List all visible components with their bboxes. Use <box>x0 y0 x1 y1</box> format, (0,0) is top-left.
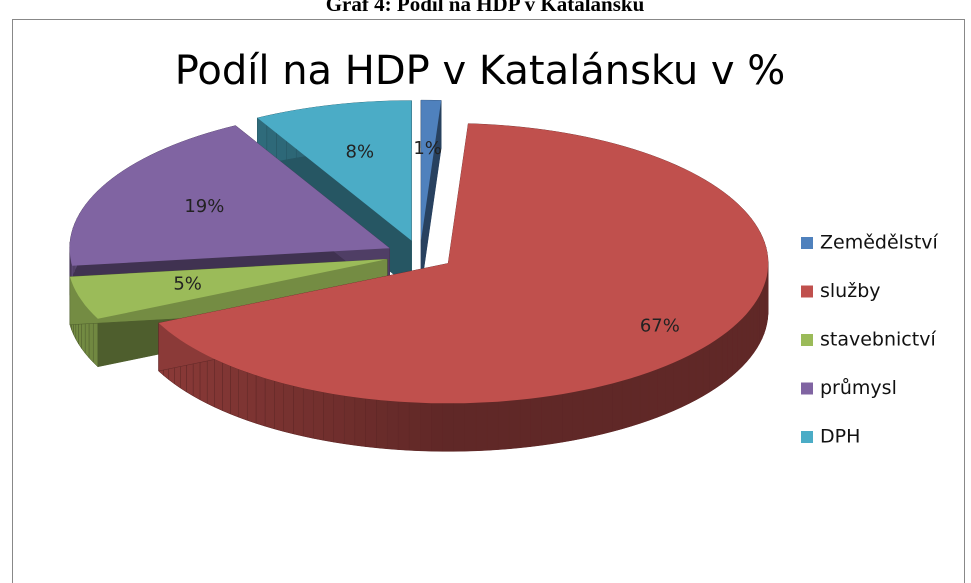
data-label: 1% <box>413 138 442 159</box>
slice-side <box>464 402 477 452</box>
slice-side <box>761 285 765 339</box>
slice-side <box>648 368 658 421</box>
slice-side <box>639 372 650 424</box>
slice-side <box>293 385 304 437</box>
legend-label: stavebnictví <box>820 329 936 351</box>
slice-side <box>749 304 754 359</box>
legend-swatch <box>801 285 813 298</box>
legend-label: Zemědělství <box>820 232 939 254</box>
slice-side <box>688 351 697 404</box>
pie-slice <box>257 100 412 241</box>
slice-side <box>681 355 690 408</box>
slice-side <box>702 343 710 397</box>
slice-side <box>746 308 751 363</box>
slice-side <box>302 387 314 439</box>
slice-side <box>238 368 248 421</box>
legend-swatch <box>801 334 813 346</box>
slice-side <box>497 400 510 450</box>
legend-label: DPH <box>820 426 860 448</box>
slice-side <box>408 402 421 452</box>
slice-side <box>365 398 377 449</box>
slice-side <box>541 395 553 446</box>
slice-side <box>323 391 334 443</box>
slice-side <box>530 397 542 447</box>
slice-side <box>665 362 674 415</box>
legend-swatch <box>801 382 813 395</box>
slice-side <box>486 401 499 451</box>
slice-side <box>508 399 521 450</box>
slice-side <box>737 318 743 372</box>
slice-side <box>246 371 257 424</box>
slice-side <box>727 326 733 381</box>
slice-side <box>621 377 632 430</box>
slice-side <box>602 383 613 435</box>
pie-slice <box>69 259 388 319</box>
legend-swatch <box>801 431 813 443</box>
pie-slice <box>158 123 769 404</box>
pie-slice <box>421 100 442 241</box>
chart-title: Podíl na HDP v Katalánsku v % <box>175 48 786 94</box>
data-label: 8% <box>346 141 375 162</box>
legend-label: služby <box>820 280 881 302</box>
slice-side <box>264 377 275 430</box>
slice-side <box>206 355 215 408</box>
slice-side <box>222 362 231 415</box>
data-label: 67% <box>640 315 680 336</box>
slice-side <box>354 396 366 447</box>
slice-side <box>397 401 410 451</box>
data-label: 19% <box>184 196 224 217</box>
slice-side <box>551 393 563 445</box>
slice-side <box>753 299 758 354</box>
slice-side <box>386 400 399 450</box>
slice-side <box>453 402 465 452</box>
caption: Graf 4: Podíl na HDP v Katalánsku <box>326 0 645 16</box>
slice-side <box>673 358 682 412</box>
slice-side <box>519 398 531 449</box>
slice-side <box>442 403 454 452</box>
pie-slice <box>69 125 390 266</box>
slice-side <box>431 402 443 452</box>
legend-label: průmysl <box>820 377 897 399</box>
slice-side <box>562 392 573 443</box>
slice-side <box>715 335 723 389</box>
slice-side <box>230 365 239 418</box>
slice-side <box>695 347 704 401</box>
slice-side <box>721 331 728 385</box>
slice-side <box>255 374 266 427</box>
slice-side <box>343 395 356 446</box>
slice-side <box>612 380 623 432</box>
legend-swatch <box>801 237 813 249</box>
slice-side <box>333 393 345 445</box>
slice-side <box>741 313 747 368</box>
data-label: 5% <box>173 274 202 295</box>
slice-side <box>376 399 388 450</box>
slice-side <box>283 383 294 435</box>
slice-side <box>756 294 760 350</box>
slice-side <box>592 385 603 437</box>
slice-side <box>214 358 223 411</box>
slice-side <box>475 402 488 452</box>
slice-side <box>582 387 594 439</box>
slice-side <box>419 402 432 452</box>
slice-side <box>732 322 738 376</box>
slice-side <box>709 339 717 393</box>
slice-side <box>630 375 641 427</box>
slice-side <box>274 380 284 432</box>
slice-side <box>572 390 584 441</box>
slice-side <box>312 390 324 441</box>
slice-side <box>657 365 666 418</box>
slice-side <box>759 290 763 344</box>
